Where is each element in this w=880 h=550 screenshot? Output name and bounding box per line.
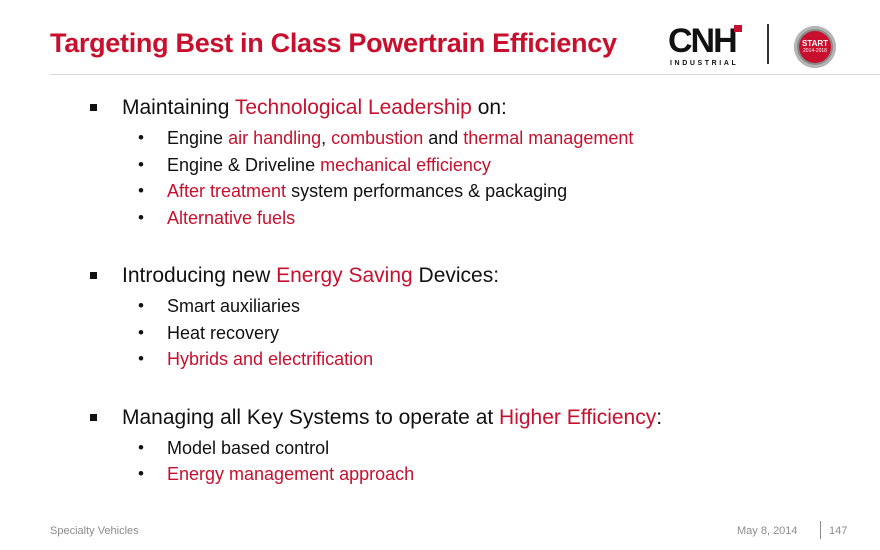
text-segment: Heat recovery (167, 322, 280, 343)
cnh-industrial-logo: CNH INDUSTRIAL (668, 22, 750, 68)
highlighted-text: mechanical efficiency (320, 154, 491, 175)
main-bullet: Maintaining Technological Leadership on: (0, 93, 880, 125)
page-number: 147 (829, 525, 848, 537)
sub-bullet: • Heat recovery (0, 320, 880, 347)
footer-divider (820, 521, 821, 539)
badge-years: 2014-2018 (803, 48, 827, 54)
logo-subtitle: INDUSTRIAL (670, 60, 739, 67)
highlighted-text: Energy management approach (167, 464, 415, 484)
highlighted-text: Energy Saving (276, 264, 413, 287)
highlighted-text: After treatment (167, 181, 287, 201)
sub-bullet: • Engine & Driveline mechanical efficienc… (0, 152, 880, 179)
text-segment: Devices: (412, 264, 500, 287)
text-segment: Managing all Key Systems to operate at (122, 405, 500, 429)
highlighted-text: Alternative fuels (167, 207, 296, 228)
sub-bullet: • Smart auxiliaries (0, 293, 880, 320)
highlighted-text: air handling (228, 128, 322, 148)
square-bullet-icon (90, 413, 97, 421)
round-bullet-icon: • (138, 322, 144, 342)
text-segment: Maintaining (122, 96, 235, 119)
main-bullet-text: Introducing new Energy Saving Devices: (122, 261, 499, 291)
sub-bullet-text: Engine air handling, combustion and ther… (167, 125, 633, 151)
round-bullet-icon: • (138, 296, 144, 315)
footer-division: Specialty Vehicles (50, 525, 139, 537)
main-bullet: Introducing new Energy Saving Devices: (0, 261, 880, 293)
sub-bullet-text: After treatment system performances & pa… (167, 178, 567, 204)
slide-title: Targeting Best in Class Powertrain Effic… (50, 28, 617, 58)
start-badge-inner: START 2014-2018 (799, 31, 831, 63)
text-segment: Model based control (167, 437, 330, 458)
start-badge: START 2014-2018 (794, 26, 836, 68)
bullet-section: Introducing new Energy Saving Devices: • S… (0, 261, 880, 373)
highlighted-text: combustion (331, 128, 424, 148)
highlighted-text: Technological Leadership (234, 96, 472, 119)
text-segment: and (423, 128, 464, 148)
sub-bullet: • Hybrids and electrification (0, 346, 880, 373)
bullet-section: Managing all Key Systems to operate at H… (0, 403, 880, 488)
logo-accent-square (734, 25, 742, 32)
main-bullet-text: Managing all Key Systems to operate at H… (122, 403, 662, 433)
text-segment: Smart auxiliaries (167, 296, 301, 316)
round-bullet-icon: • (138, 207, 144, 227)
text-segment: , (321, 128, 332, 148)
text-segment: Introducing new (122, 264, 277, 287)
text-segment: Engine (167, 128, 229, 148)
text-segment: system performances & packaging (286, 181, 568, 201)
sub-bullet-text: Energy management approach (167, 461, 414, 487)
logo-wordmark: CNH (668, 22, 738, 60)
bullet-section: Maintaining Technological Leadership on:… (0, 93, 880, 231)
round-bullet-icon: • (138, 464, 144, 483)
round-bullet-icon: • (138, 437, 144, 457)
square-bullet-icon (90, 272, 97, 279)
sub-bullet-text: Alternative fuels (167, 205, 295, 231)
sub-bullet-text: Smart auxiliaries (167, 293, 300, 319)
highlighted-text: thermal management (463, 128, 634, 148)
title-divider (50, 74, 880, 75)
bullet-content: Maintaining Technological Leadership on:… (0, 93, 880, 518)
sub-bullet: • Engine air handling, combustion and the… (0, 125, 880, 152)
sub-bullet: • After treatment system performances & p… (0, 178, 880, 205)
footer-date: May 8, 2014 (737, 525, 798, 537)
highlighted-text: Higher Efficiency (499, 405, 657, 429)
round-bullet-icon: • (138, 154, 144, 174)
sub-bullet: • Model based control (0, 435, 880, 462)
main-bullet-text: Maintaining Technological Leadership on: (122, 93, 507, 123)
text-segment: : (656, 405, 663, 429)
main-bullet: Managing all Key Systems to operate at H… (0, 403, 880, 435)
logo-divider (767, 24, 769, 64)
highlighted-text: Hybrids and electrification (167, 349, 374, 369)
sub-bullet-text: Engine & Driveline mechanical efficiency (167, 152, 491, 178)
text-segment: on: (471, 96, 507, 119)
round-bullet-icon: • (138, 349, 144, 368)
badge-title: START (801, 39, 829, 48)
round-bullet-icon: • (138, 181, 144, 200)
sub-bullet: • Alternative fuels (0, 205, 880, 232)
square-bullet-icon (90, 104, 97, 111)
sub-bullet-text: Model based control (167, 435, 329, 461)
sub-bullet: • Energy management approach (0, 461, 880, 488)
sub-bullet-text: Heat recovery (167, 320, 279, 346)
round-bullet-icon: • (138, 128, 144, 147)
sub-bullet-text: Hybrids and electrification (167, 346, 373, 372)
text-segment: Engine & Driveline (167, 154, 321, 175)
